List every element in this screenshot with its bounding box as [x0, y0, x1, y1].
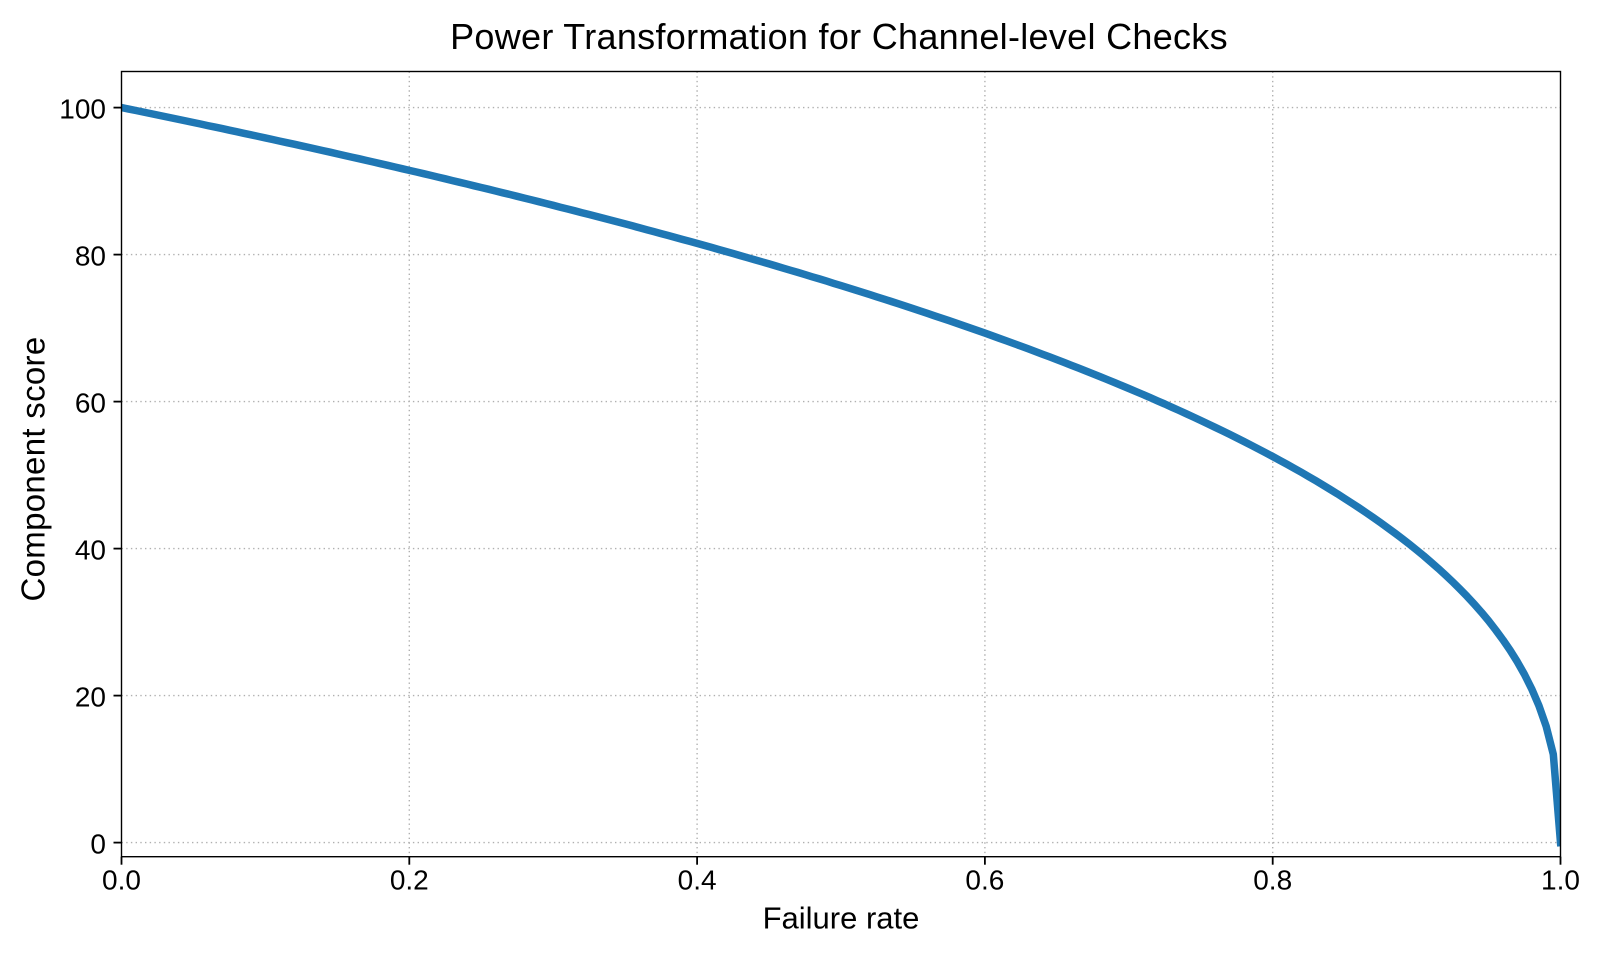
- svg-text:100: 100: [59, 93, 106, 124]
- svg-text:0.6: 0.6: [965, 865, 1004, 896]
- svg-text:Component score: Component score: [14, 337, 51, 602]
- svg-text:0.4: 0.4: [678, 865, 717, 896]
- svg-text:60: 60: [75, 387, 106, 418]
- svg-text:20: 20: [75, 681, 106, 712]
- svg-text:80: 80: [75, 240, 106, 271]
- svg-text:Failure rate: Failure rate: [763, 901, 920, 936]
- svg-text:0.8: 0.8: [1253, 865, 1292, 896]
- svg-text:0: 0: [90, 828, 106, 859]
- svg-text:1.0: 1.0: [1541, 865, 1580, 896]
- svg-text:0.0: 0.0: [102, 865, 141, 896]
- svg-text:Power Transformation for Chann: Power Transformation for Channel-level C…: [450, 16, 1228, 57]
- svg-text:40: 40: [75, 534, 106, 565]
- svg-text:0.2: 0.2: [390, 865, 429, 896]
